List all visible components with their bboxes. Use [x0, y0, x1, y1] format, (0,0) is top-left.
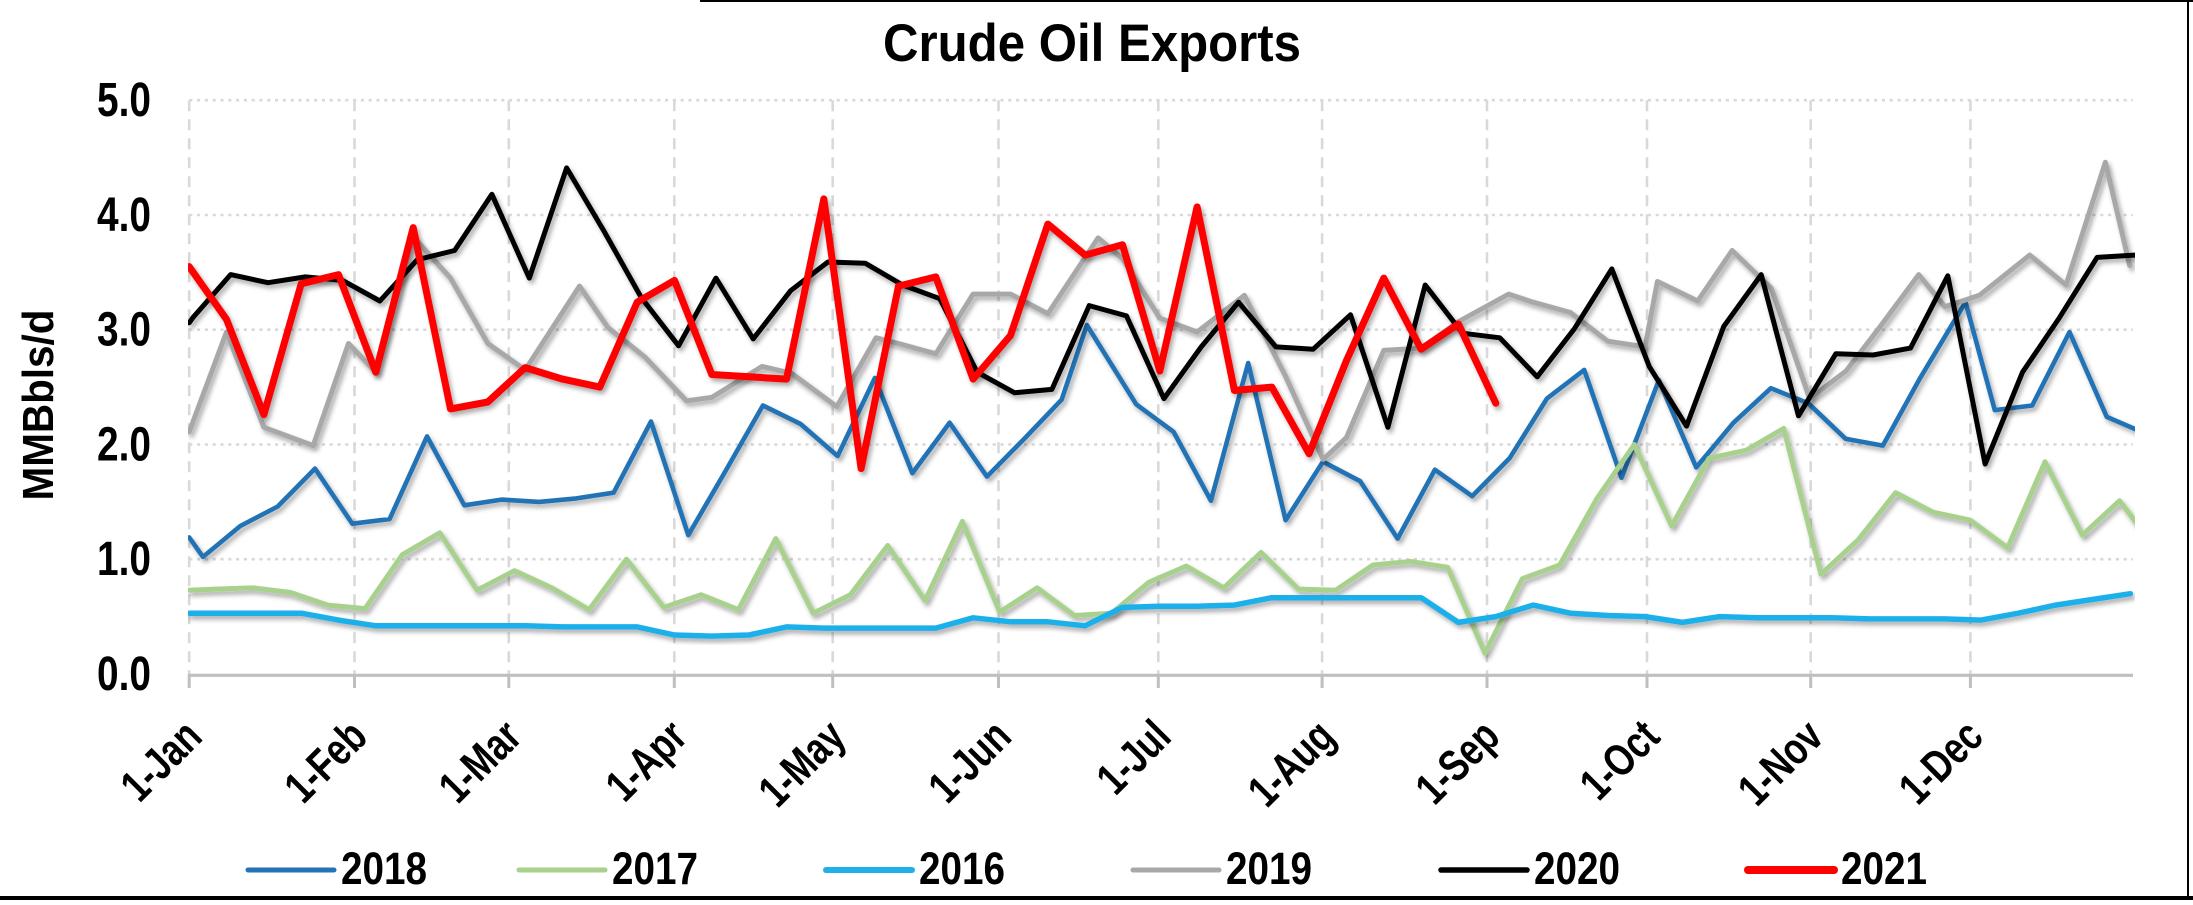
svg-text:3.0: 3.0 — [97, 304, 151, 357]
svg-text:2019: 2019 — [1226, 843, 1312, 894]
svg-text:Crude Oil Exports: Crude Oil Exports — [883, 14, 1301, 73]
svg-text:2017: 2017 — [612, 843, 698, 894]
svg-text:2016: 2016 — [919, 843, 1005, 894]
svg-text:2018: 2018 — [341, 843, 427, 894]
svg-text:5.0: 5.0 — [97, 74, 151, 127]
svg-text:2021: 2021 — [1841, 843, 1927, 894]
svg-text:2.0: 2.0 — [97, 419, 151, 472]
svg-text:2020: 2020 — [1534, 843, 1620, 894]
svg-text:MMBbls/d: MMBbls/d — [14, 310, 63, 501]
svg-text:1.0: 1.0 — [97, 533, 151, 586]
svg-text:0.0: 0.0 — [97, 648, 151, 701]
svg-text:4.0: 4.0 — [97, 189, 151, 242]
